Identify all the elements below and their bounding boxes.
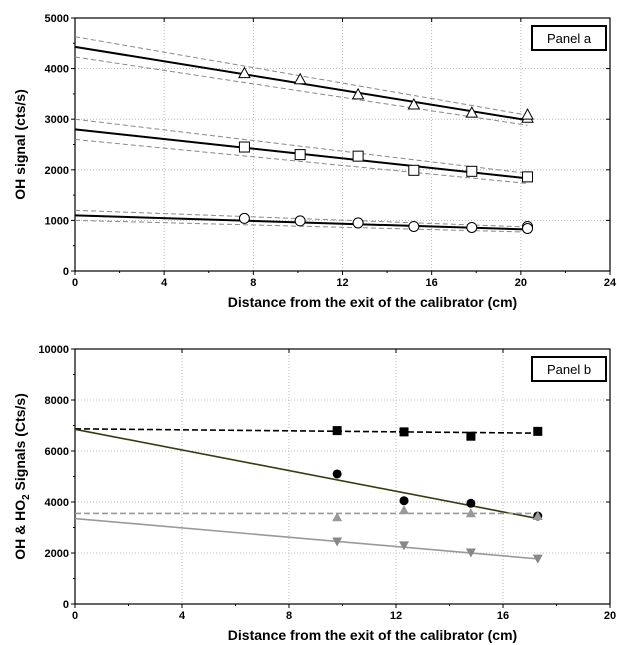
data-point: [532, 511, 543, 521]
data-point: [399, 496, 409, 506]
x-tick-label: 20: [515, 277, 527, 289]
x-axis-label: Distance from the exit of the calibrator…: [228, 294, 517, 310]
x-tick-label: 4: [161, 277, 168, 289]
data-point: [332, 469, 342, 479]
data-point: [351, 87, 365, 100]
panel-a: 0 4 8 12 16 20 24 0 1000 2000 3000 4000 5000 Panel a D…: [12, 13, 617, 310]
x-tick-label: 20: [604, 610, 616, 622]
data-point: [407, 97, 421, 110]
y-tick-label: 0: [63, 266, 69, 278]
x-tick-label: 12: [390, 610, 402, 622]
panel-label-box: [531, 25, 607, 51]
data-point: [408, 164, 420, 176]
y-axis-label: OH & HO2 Signals (Cts/s): [12, 393, 32, 560]
data-point: [238, 141, 250, 153]
x-tick-label: 0: [72, 277, 78, 289]
confidence-band-line: [74, 36, 528, 116]
y-tick-label: 1000: [45, 215, 69, 227]
fit-line: [74, 428, 538, 520]
x-axis-label: Distance from the exit of the calibrator…: [228, 627, 517, 643]
confidence-band-line: [74, 56, 528, 126]
x-tick-label: 16: [497, 610, 509, 622]
data-point: [332, 512, 343, 522]
x-tick-label: 8: [286, 610, 292, 622]
data-point: [332, 426, 342, 436]
data-point: [532, 554, 543, 564]
data-point: [466, 431, 476, 441]
y-tick-label: 2000: [45, 165, 69, 177]
data-point: [238, 66, 251, 79]
y-tick-label: 4000: [45, 497, 69, 509]
y-tick-label: 3000: [45, 114, 69, 126]
data-point: [466, 221, 478, 233]
x-tick-label: 8: [250, 277, 256, 289]
panel-b: 0 4 8 12 16 20 0 2000 4000 6000 8000 10000 Panel b Di…: [12, 344, 616, 643]
data-point: [399, 541, 410, 551]
x-tick-label: 4: [179, 610, 186, 622]
panel-label: Panel a: [547, 31, 592, 46]
y-tick-label: 8000: [45, 395, 69, 407]
data-point: [533, 426, 543, 436]
data-point: [332, 537, 343, 547]
y-tick-label: 2000: [45, 548, 69, 560]
y-tick-label: 10000: [38, 344, 69, 356]
data-point: [352, 150, 364, 162]
fit-line: [74, 428, 538, 434]
y-tick-label: 6000: [45, 446, 69, 458]
data-point: [465, 106, 479, 118]
data-point: [408, 220, 420, 232]
x-tick-label: 12: [336, 277, 348, 289]
data-point: [294, 149, 306, 161]
x-tick-label: 24: [604, 277, 617, 289]
x-tick-label: 16: [426, 277, 438, 289]
panel-label: Panel b: [547, 362, 591, 377]
y-tick-label: 0: [63, 599, 69, 611]
y-tick-label: 4000: [45, 64, 69, 76]
data-point: [399, 427, 409, 437]
plot-frame: [74, 348, 611, 605]
panel-label-box: [531, 356, 607, 382]
y-axis-label: OH signal (cts/s): [12, 89, 28, 199]
confidence-band-line: [74, 118, 528, 174]
data-point: [465, 548, 476, 558]
data-point: [399, 505, 410, 515]
data-point: [522, 171, 534, 183]
data-point: [352, 217, 364, 229]
data-point: [293, 72, 307, 85]
x-tick-label: 0: [72, 610, 78, 622]
data-point: [521, 108, 534, 120]
data-point: [466, 498, 476, 508]
data-point: [465, 508, 476, 518]
fit-line: [74, 517, 538, 560]
data-point: [294, 215, 306, 227]
confidence-band-line: [74, 138, 528, 184]
y-tick-label: 5000: [45, 13, 69, 25]
data-point: [466, 165, 478, 177]
data-point: [238, 212, 250, 224]
data-point: [522, 222, 534, 234]
